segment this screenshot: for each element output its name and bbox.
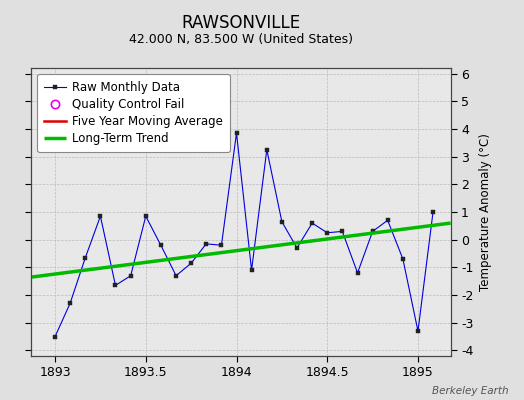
Raw Monthly Data [158, 243, 164, 248]
Title: 42.000 N, 83.500 W (United States): 42.000 N, 83.500 W (United States) [129, 33, 353, 46]
Raw Monthly Data [369, 229, 376, 234]
Raw Monthly Data [294, 246, 300, 250]
Legend: Raw Monthly Data, Quality Control Fail, Five Year Moving Average, Long-Term Tren: Raw Monthly Data, Quality Control Fail, … [37, 74, 230, 152]
Raw Monthly Data [188, 261, 194, 266]
Raw Monthly Data [233, 131, 239, 136]
Raw Monthly Data [264, 147, 270, 152]
Raw Monthly Data [203, 242, 210, 246]
Line: Raw Monthly Data: Raw Monthly Data [53, 131, 435, 338]
Raw Monthly Data [430, 210, 436, 214]
Raw Monthly Data [97, 214, 104, 218]
Raw Monthly Data [415, 329, 421, 334]
Raw Monthly Data [324, 230, 331, 235]
Y-axis label: Temperature Anomaly (°C): Temperature Anomaly (°C) [479, 133, 492, 291]
Text: Berkeley Earth: Berkeley Earth [432, 386, 508, 396]
Raw Monthly Data [82, 255, 89, 260]
Raw Monthly Data [354, 270, 361, 275]
Raw Monthly Data [339, 229, 345, 234]
Raw Monthly Data [279, 219, 285, 224]
Raw Monthly Data [400, 257, 406, 262]
Raw Monthly Data [173, 273, 179, 278]
Raw Monthly Data [67, 301, 73, 306]
Raw Monthly Data [219, 243, 225, 248]
Raw Monthly Data [127, 273, 134, 278]
Text: RAWSONVILLE: RAWSONVILLE [181, 14, 301, 32]
Raw Monthly Data [112, 283, 118, 288]
Raw Monthly Data [385, 218, 391, 223]
Raw Monthly Data [309, 221, 315, 226]
Raw Monthly Data [248, 268, 255, 272]
Raw Monthly Data [52, 334, 58, 339]
Raw Monthly Data [143, 214, 149, 218]
